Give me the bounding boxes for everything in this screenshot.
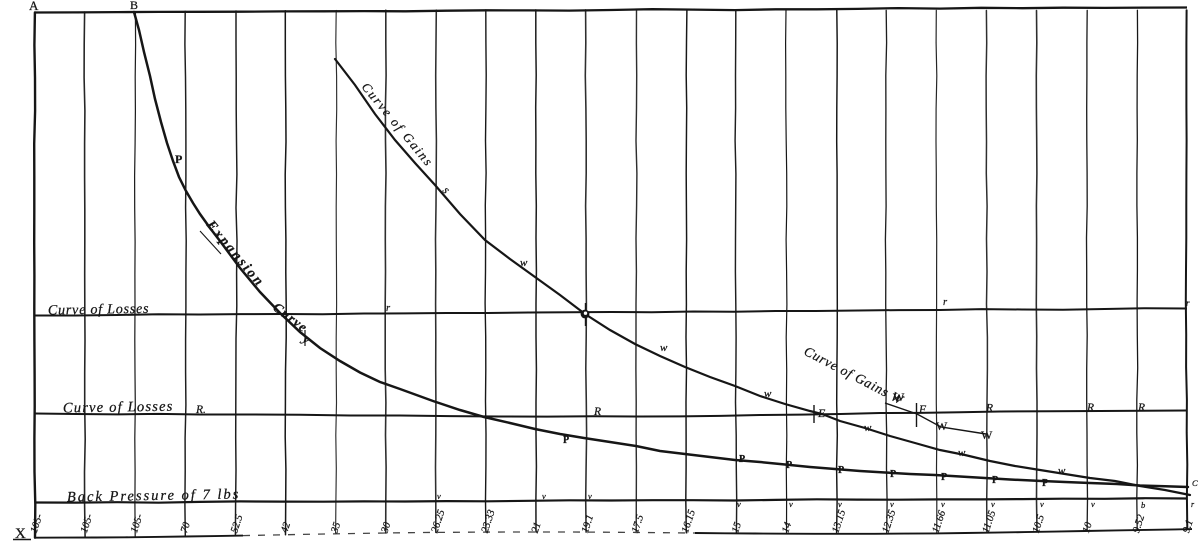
svg-text:R: R [1137,402,1145,414]
svg-text:w: w [764,388,772,400]
svg-text:w: w [520,257,528,269]
svg-text:v: v [890,499,894,509]
svg-text:C: C [1192,478,1198,488]
svg-text:v: v [1040,499,1044,509]
svg-text:v: v [991,499,995,509]
svg-text:W: W [936,419,948,433]
svg-text:10: 10 [1081,520,1095,534]
svg-text:r: r [1186,298,1190,308]
svg-text:b: b [1141,500,1145,510]
svg-text:Curve of Losses: Curve of Losses [48,302,150,319]
svg-text:v: v [838,499,842,509]
svg-text:r: r [1191,500,1195,509]
svg-text:W: W [893,390,905,404]
svg-text:w: w [864,422,872,434]
svg-text:P: P [739,454,745,465]
svg-text:14: 14 [780,520,794,534]
svg-text:r: r [943,297,948,308]
svg-text:15: 15 [730,521,744,534]
svg-text:X: X [15,526,26,542]
svg-text:P: P [941,472,947,483]
svg-text:v: v [941,499,945,509]
svg-text:P: P [992,475,998,486]
svg-text:P: P [838,465,844,476]
svg-text:21: 21 [530,521,544,534]
svg-text:v: v [737,499,741,509]
svg-text:P: P [890,469,896,480]
svg-text:35: 35 [329,521,343,535]
svg-text:w: w [958,447,966,459]
svg-text:v: v [789,499,793,509]
svg-text:B: B [130,0,138,12]
svg-text:v: v [588,491,592,501]
svg-text:P: P [1042,478,1048,489]
svg-text:F: F [918,404,927,416]
svg-text:v: v [437,491,441,501]
svg-text:30: 30 [379,520,393,535]
svg-text:P: P [175,152,182,166]
svg-text:P: P [563,435,569,446]
svg-text:Back Pressure of 7 lbs: Back Pressure of 7 lbs [67,486,241,505]
svg-text:v: v [1091,499,1095,509]
svg-text:P: P [786,460,792,471]
svg-text:r: r [386,303,391,314]
svg-text:R: R [985,403,993,415]
svg-text:w: w [660,342,668,354]
svg-text:w: w [1058,465,1066,477]
svg-text:E: E [817,406,826,420]
svg-text:W: W [981,428,993,442]
svg-text:Curve of Losses: Curve of Losses [63,399,174,417]
svg-text:R.: R. [195,404,206,416]
svg-text:R: R [1086,402,1094,414]
svg-text:v: v [542,491,546,501]
svg-text:70: 70 [179,520,193,534]
svg-text:9.1: 9.1 [1181,519,1196,535]
svg-text:R: R [593,406,601,418]
svg-text:42: 42 [279,520,293,534]
svg-text:A: A [29,0,39,13]
